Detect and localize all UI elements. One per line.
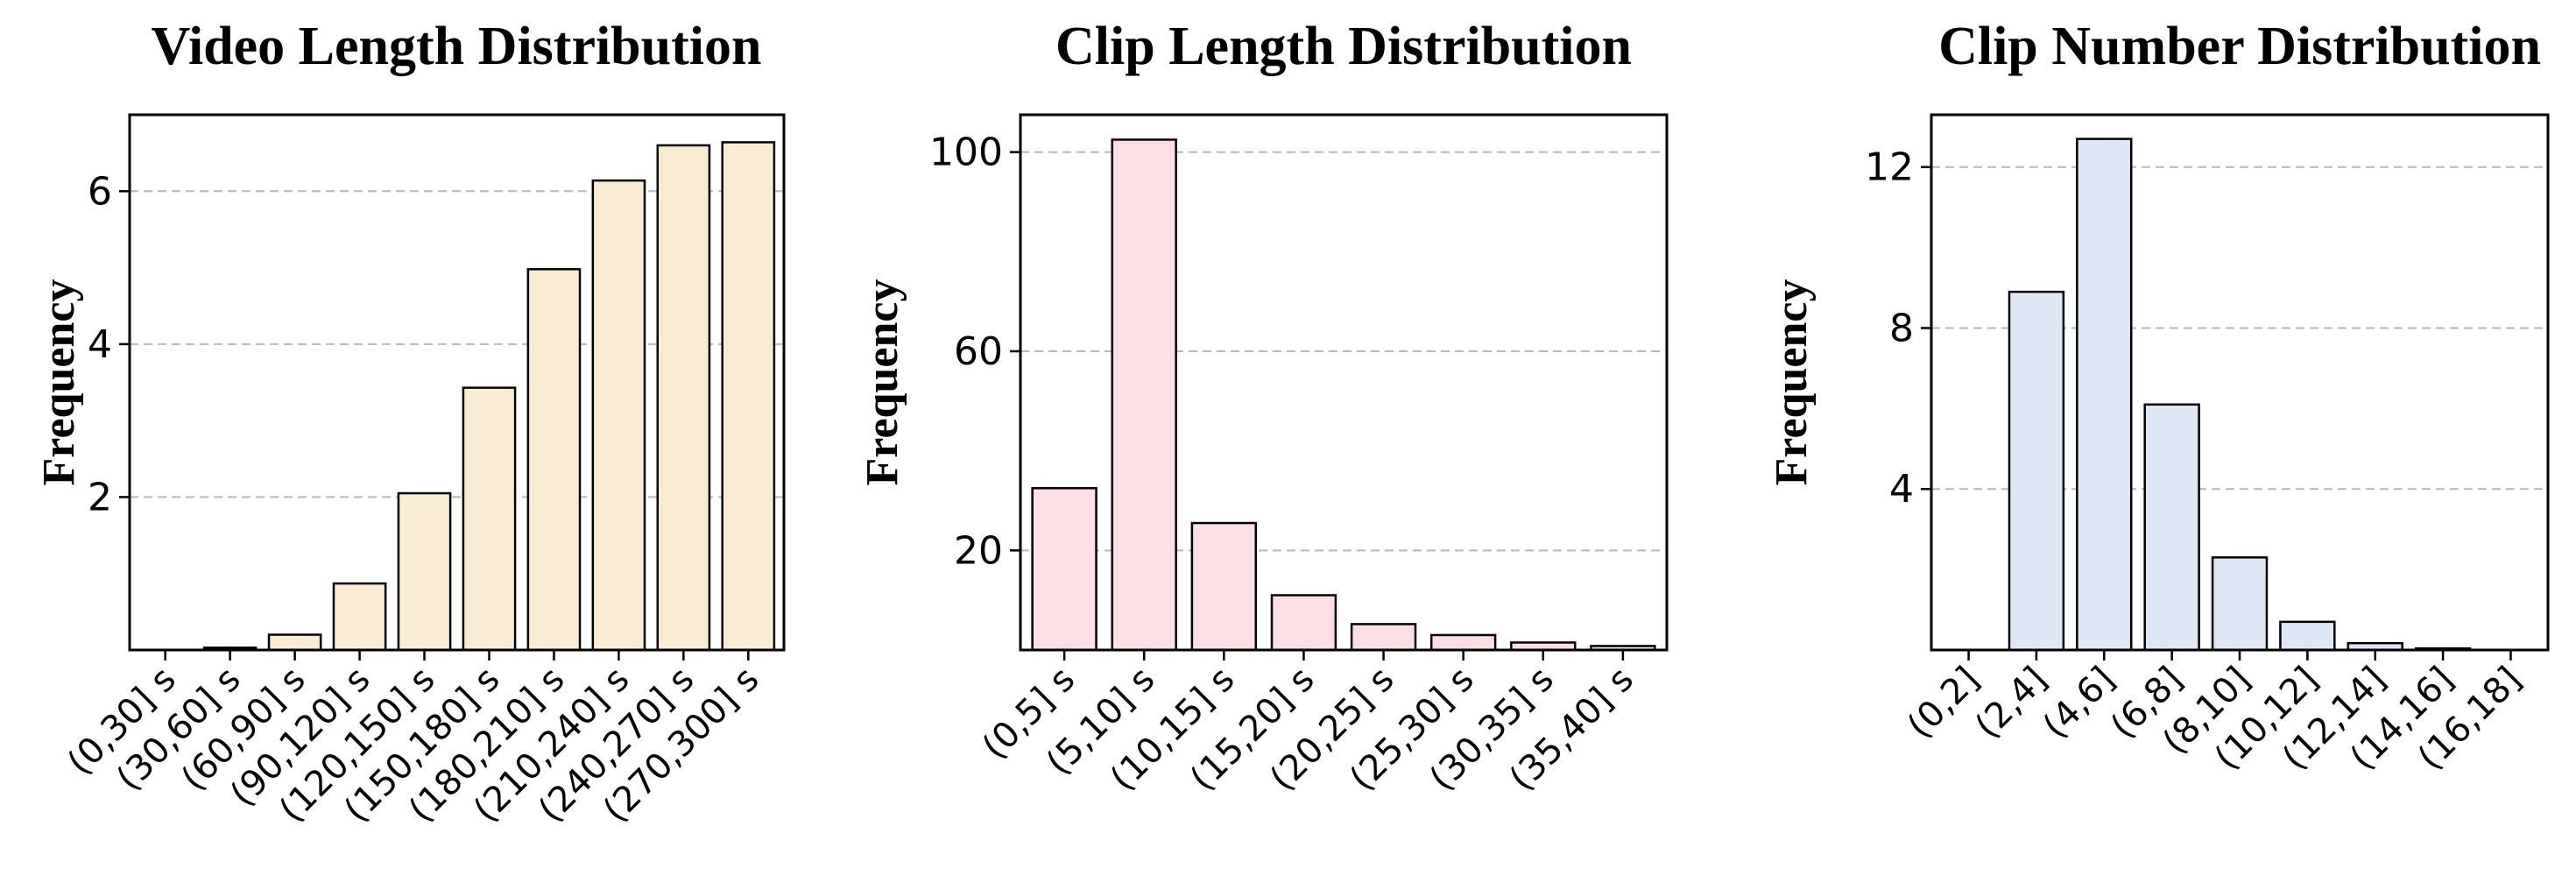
bar-120-150-s <box>397 491 452 652</box>
y-axis-label: Frequency <box>1767 279 1817 486</box>
plot-frame <box>1930 113 2550 652</box>
y-tick-label: 4 <box>88 322 112 367</box>
bar-150-180-s <box>462 386 517 652</box>
x-tick-label: (2,4] <box>1967 660 2055 747</box>
bar-210-240-s <box>591 179 646 652</box>
plot-frame <box>1019 113 1669 652</box>
y-tick-label: 6 <box>88 169 112 214</box>
y-tick-label: 4 <box>1889 467 1914 512</box>
chart-video-length: (0,30] s(30,60] s(60,90] s(90,120] s(120… <box>34 17 786 830</box>
y-tick-label: 8 <box>1889 306 1914 350</box>
bar-2-4 <box>2008 290 2065 652</box>
chart-title: Clip Number Distribution <box>1938 17 2541 76</box>
chart-title: Video Length Distribution <box>151 17 761 76</box>
chart-clip-length: (0,5] s(5,10] s(10,15] s(15,20] s(20,25]… <box>857 17 1669 799</box>
bar-5-10-s <box>1111 138 1177 652</box>
bar-10-15-s <box>1190 521 1258 652</box>
x-tick-label: (4,6] <box>2036 660 2123 747</box>
bar-20-25-s <box>1350 623 1417 652</box>
y-axis-label: Frequency <box>857 279 907 486</box>
bar-0-5-s <box>1031 487 1097 652</box>
y-tick-label: 12 <box>1865 145 1914 190</box>
plot-frame <box>128 113 786 652</box>
y-axis-label: Frequency <box>34 279 84 486</box>
x-tick-label: (0,2] <box>1900 660 1987 747</box>
y-tick-label: 100 <box>929 131 1003 175</box>
bar-270-300-s <box>721 141 776 652</box>
bar-240-270-s <box>656 144 711 652</box>
bar-90-120-s <box>332 582 387 652</box>
bar-6-8 <box>2143 403 2200 652</box>
chart-title: Clip Length Distribution <box>1055 17 1632 76</box>
y-tick-label: 60 <box>954 329 1003 374</box>
bar-8-10 <box>2211 556 2269 652</box>
bar-60-90-s <box>267 633 322 652</box>
chart-clip-number: (0,2](2,4](4,6](6,8](8,10](10,12](12,14]… <box>1767 17 2550 778</box>
y-tick-label: 2 <box>88 475 112 519</box>
bar-4-6 <box>2076 138 2133 652</box>
bar-25-30-s <box>1429 633 1497 652</box>
bar-15-20-s <box>1270 594 1337 652</box>
bar-180-210-s <box>526 268 582 652</box>
bar-10-12 <box>2279 620 2336 652</box>
y-tick-label: 20 <box>954 528 1003 573</box>
